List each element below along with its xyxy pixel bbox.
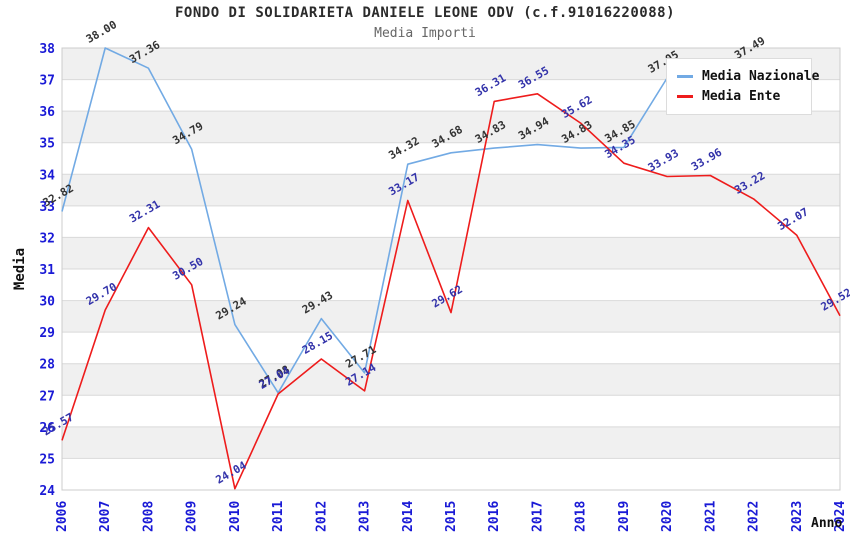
y-tick-label: 29 [39,326,55,341]
plot-border [61,47,841,491]
chart-title: FONDO DI SOLIDARIETA DANIELE LEONE ODV (… [174,5,675,21]
point-label: 38.00 [84,18,119,46]
chart-subtitle: Media Importi [374,26,476,41]
x-tick-label: 2013 [358,501,373,532]
x-tick-label: 2008 [141,501,156,532]
y-tick-label: 36 [39,105,55,120]
x-tick-label: 2012 [314,501,329,532]
x-tick-label: 2022 [747,501,762,532]
y-tick-label: 27 [39,389,55,404]
y-tick-label: 28 [39,358,55,373]
line-swatch-icon [677,74,693,78]
x-tick-label: 2020 [660,501,675,532]
x-axis-title: Anno [811,516,842,531]
legend-label: Media Ente [702,88,781,104]
y-tick-label: 34 [39,168,55,183]
point-label: 33.96 [689,145,725,173]
y-tick-label: 37 [39,74,55,89]
y-tick-label: 24 [39,484,55,499]
point-label: 28.15 [300,329,335,357]
band [62,426,840,459]
x-tick-label: 2016 [487,501,502,532]
y-tick-label: 33 [39,200,55,215]
band [62,174,840,206]
x-tick-label: 2017 [530,501,545,532]
point-label: 32.07 [775,205,810,233]
series-line-media-ente [61,93,841,490]
y-tick-label: 31 [39,263,55,278]
legend-item-media-nazionale: Media Nazionale [677,66,819,86]
x-tick-label: 2007 [98,501,113,532]
legend: Media Nazionale Media Ente [666,58,819,115]
x-tick-label: 2015 [444,501,459,532]
x-tick-label: 2014 [401,501,416,532]
x-tick-label: 2009 [185,501,200,532]
y-tick-label: 30 [39,295,55,310]
y-tick-label: 32 [39,231,55,246]
y-tick-label: 35 [39,137,55,152]
y-axis-title: Media [12,248,28,290]
x-tick-label: 2006 [55,501,70,532]
x-tick-label: 2024 [833,501,848,532]
series-line-media-nazionale [61,47,754,394]
x-tick-label: 2010 [228,501,243,532]
legend-label: Media Nazionale [702,68,820,84]
x-tick-label: 2018 [574,501,589,532]
y-tick-label: 38 [39,42,55,57]
x-tick-label: 2019 [617,501,632,532]
point-label: 33.93 [646,147,681,175]
y-tick-label: 26 [39,421,55,436]
band [62,363,840,396]
band [62,237,840,269]
y-tick-label: 25 [39,452,55,467]
legend-item-media-ente: Media Ente [677,86,801,106]
band [62,111,840,143]
band [62,300,840,333]
point-label: 24.04 [214,459,250,487]
line-swatch-icon [677,94,693,98]
x-tick-label: 2011 [271,501,286,532]
x-tick-label: 2023 [790,501,805,532]
x-tick-label: 2021 [703,501,718,532]
